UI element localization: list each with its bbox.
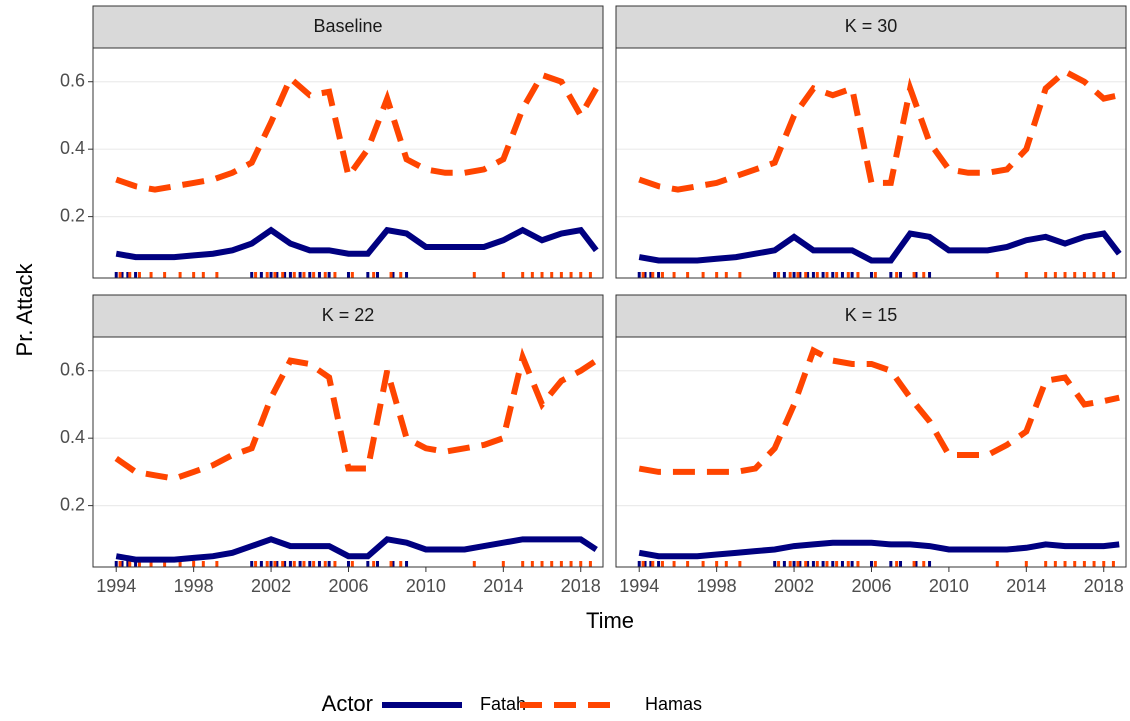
y-tick-label: 0.4: [60, 427, 85, 447]
x-tick-label: 2010: [929, 576, 969, 596]
x-tick-label: 2006: [328, 576, 368, 596]
x-tick-label: 2006: [851, 576, 891, 596]
legend-label: Hamas: [645, 694, 702, 714]
x-tick-label: 2014: [1006, 576, 1046, 596]
y-tick-label: 0.2: [60, 205, 85, 225]
x-tick-label: 1994: [619, 576, 659, 596]
panel-border: [92, 336, 604, 568]
y-axis-label: Pr. Attack: [12, 263, 37, 357]
y-tick-label: 0.6: [60, 359, 85, 379]
strip: [615, 5, 1127, 49]
series-line: [638, 67, 1120, 193]
strip-title: Baseline: [313, 16, 382, 36]
x-tick-label: 2018: [561, 576, 601, 596]
x-tick-label: 1998: [697, 576, 737, 596]
series-line: [638, 346, 1120, 475]
series-line: [115, 71, 599, 193]
panel-border: [92, 47, 604, 279]
panel-border: [615, 47, 1127, 279]
x-tick-label: 2010: [406, 576, 446, 596]
series-line: [638, 539, 1120, 560]
series-line: [114, 347, 598, 482]
strip: [92, 294, 604, 338]
x-tick-label: 2018: [1084, 576, 1124, 596]
legend-title: Actor: [322, 691, 373, 716]
y-tick-label: 0.6: [60, 70, 85, 90]
panel-border: [615, 336, 1127, 568]
series-line: [115, 226, 599, 261]
strip-title: K = 22: [322, 305, 375, 325]
x-tick-label: 2002: [774, 576, 814, 596]
strip-title: K = 30: [845, 16, 898, 36]
series-line: [115, 536, 598, 563]
x-tick-label: 1998: [174, 576, 214, 596]
x-tick-label: 1994: [96, 576, 136, 596]
strip: [92, 5, 604, 49]
legend-label: Fatah: [480, 694, 526, 714]
series-line: [638, 230, 1122, 264]
x-axis-label: Time: [586, 608, 634, 633]
y-tick-label: 0.4: [60, 138, 85, 158]
y-tick-label: 0.2: [60, 494, 85, 514]
strip-title: K = 15: [845, 305, 898, 325]
strip: [615, 294, 1127, 338]
x-tick-label: 2014: [483, 576, 523, 596]
x-tick-label: 2002: [251, 576, 291, 596]
